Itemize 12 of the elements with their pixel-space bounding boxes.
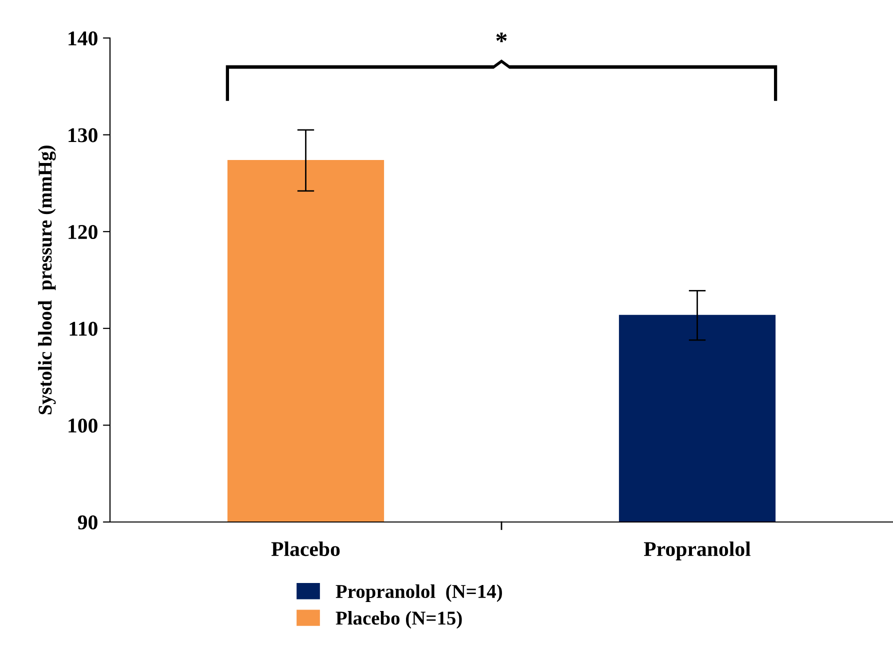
legend-label: Placebo (N=15) [336,611,462,629]
annotation: * [496,32,507,42]
y-axis-title: Systolic blood pressure (mmHg) [38,146,56,414]
y-tick-label: 120 [68,224,98,240]
y-tick-label: 90 [78,515,98,530]
x-tick-label: Propranolol [644,541,751,560]
y-tick-label: 130 [68,128,98,142]
legend-label: Propranolol (N=14) [336,584,502,602]
y-tick-label: 140 [68,31,98,46]
y-tick-label: 100 [68,418,98,433]
x-tick-label: Placebo [271,541,340,556]
y-tick-label: 110 [70,322,98,336]
